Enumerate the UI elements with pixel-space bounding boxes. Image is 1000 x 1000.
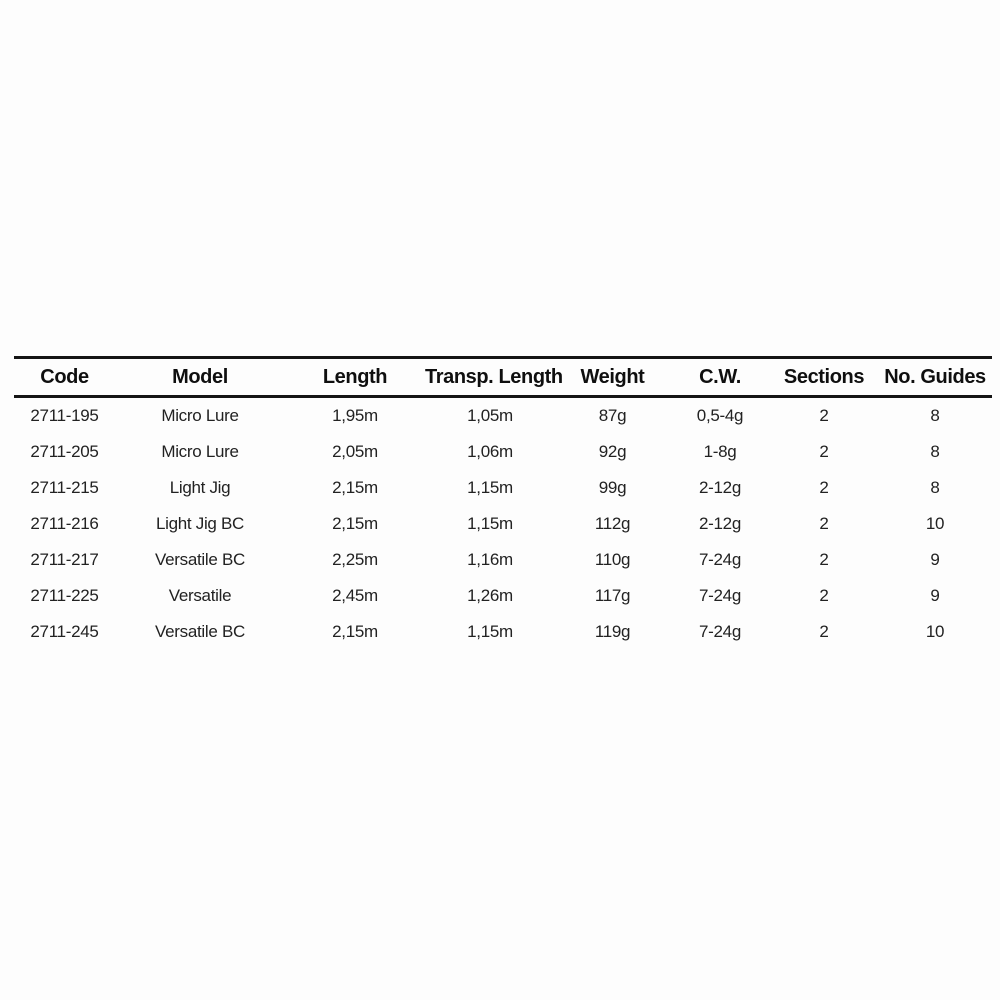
table-cell: 2,05m: [332, 442, 378, 461]
table-cell: Light Jig: [169, 478, 231, 497]
table-cell: 2: [819, 442, 829, 461]
column-header-c-w: C.W.: [670, 356, 770, 398]
column-header-transp-length: Transp. Length: [425, 356, 563, 398]
table-cell: 2711-217: [30, 550, 99, 569]
table-cell: 8: [930, 442, 940, 461]
table-cell: 2,45m: [332, 586, 378, 605]
table-cell: 1,26m: [467, 586, 513, 605]
table-cell: 7-24g: [699, 622, 741, 641]
table-row: 2711-205 Micro Lure 2,05m 1,06m 92g 1-8g 2 8: [14, 434, 992, 470]
table-cell: 2,15m: [332, 622, 378, 641]
table-cell: 2711-245: [30, 622, 99, 641]
table-cell: 1-8g: [703, 442, 737, 461]
table-row: 2711-217 Versatile BC 2,25m 1,16m 110g 7-24g 2…: [14, 542, 992, 578]
table-cell: 2: [819, 622, 829, 641]
table-row: 2711-216 Light Jig BC 2,15m 1,15m 112g 2-12g 2…: [14, 506, 992, 542]
table-cell: 1,15m: [467, 514, 513, 533]
table-cell: 2: [819, 550, 829, 569]
table-cell: 10: [925, 514, 945, 533]
spec-table-body: 2711-195 Micro Lure 1,95m 1,05m 87g 0,5-4g 2 8 2…: [14, 397, 992, 651]
table-cell: 1,16m: [467, 550, 513, 569]
table-cell: 8: [930, 478, 940, 497]
table-cell: Light Jig BC: [155, 514, 245, 533]
table-cell: 9: [930, 550, 940, 569]
table-cell: 2,15m: [332, 478, 378, 497]
spec-table-header-row: Code Model Length Transp. Length Weight C.W. S…: [14, 356, 992, 398]
table-cell: Micro Lure: [161, 442, 239, 461]
column-header-sections: Sections: [770, 356, 878, 398]
table-row: 2711-195 Micro Lure 1,95m 1,05m 87g 0,5-4g 2 8: [14, 397, 992, 435]
column-header-length: Length: [285, 356, 425, 398]
table-cell: 1,06m: [467, 442, 513, 461]
table-cell: 9: [930, 586, 940, 605]
table-cell: 2: [819, 406, 829, 425]
table-cell: Micro Lure: [161, 406, 239, 425]
table-cell: 2711-216: [30, 514, 99, 533]
column-header-model: Model: [115, 356, 285, 398]
table-cell: 2711-195: [30, 406, 99, 425]
spec-table-header: Code Model Length Transp. Length Weight C.W. S…: [14, 356, 992, 398]
table-cell: 2,25m: [332, 550, 378, 569]
table-cell: 110g: [594, 550, 631, 569]
table-cell: 112g: [594, 514, 631, 533]
table-row: 2711-245 Versatile BC 2,15m 1,15m 119g 7-24g 2…: [14, 614, 992, 650]
table-cell: 2711-215: [30, 478, 99, 497]
table-row: 2711-225 Versatile 2,45m 1,26m 117g 7-24g 2 9: [14, 578, 992, 614]
table-cell: 10: [925, 622, 945, 641]
table-cell: 0,5-4g: [696, 406, 744, 425]
table-cell: 1,05m: [467, 406, 513, 425]
table-cell: 119g: [594, 622, 631, 641]
table-cell: Versatile BC: [155, 622, 245, 641]
table-cell: 1,15m: [467, 478, 513, 497]
table-cell: 2: [819, 478, 829, 497]
table-cell: 2: [819, 586, 829, 605]
column-header-code: Code: [14, 356, 115, 398]
table-cell: 7-24g: [699, 586, 741, 605]
table-cell: 87g: [598, 406, 627, 425]
table-cell: 99g: [598, 478, 627, 497]
table-row: 2711-215 Light Jig 2,15m 1,15m 99g 2-12g 2 8: [14, 470, 992, 506]
table-cell: 1,95m: [332, 406, 378, 425]
table-cell: Versatile BC: [155, 550, 245, 569]
table-cell: 117g: [594, 586, 631, 605]
column-header-weight: Weight: [555, 356, 670, 398]
table-cell: 7-24g: [699, 550, 741, 569]
table-cell: 2-12g: [699, 478, 741, 497]
table-cell: 2711-225: [30, 586, 99, 605]
table-cell: 2-12g: [699, 514, 741, 533]
table-cell: 2,15m: [332, 514, 378, 533]
table-cell: 2711-205: [30, 442, 99, 461]
spec-table: Code Model Length Transp. Length Weight C.W. S…: [14, 356, 992, 650]
table-cell: 2: [819, 514, 829, 533]
table-cell: 92g: [598, 442, 627, 461]
table-cell: 1,15m: [467, 622, 513, 641]
column-header-no-guides: No. Guides: [878, 356, 992, 398]
table-cell: 8: [930, 406, 940, 425]
table-cell: Versatile: [168, 586, 232, 605]
